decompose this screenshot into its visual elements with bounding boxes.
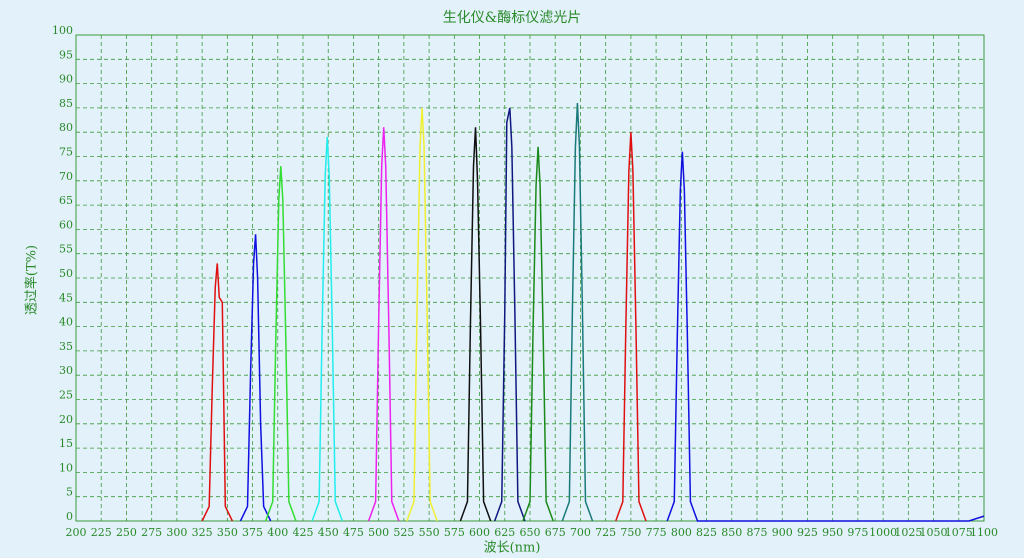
x-axis-label: 波长(nm) — [484, 541, 541, 556]
x-tick-label: 575 — [444, 526, 465, 539]
chart-title: 生化仪&酶标仪滤光片 — [443, 10, 581, 26]
x-tick-label: 950 — [822, 526, 843, 539]
x-tick-label: 475 — [343, 526, 364, 539]
x-tick-label: 300 — [166, 526, 187, 539]
y-tick-label: 85 — [59, 97, 73, 110]
x-tick-label: 1075 — [945, 526, 973, 539]
y-tick-label: 60 — [59, 218, 73, 231]
spectrum-line — [367, 127, 400, 522]
y-tick-label: 75 — [59, 146, 73, 159]
x-tick-label: 1000 — [869, 526, 897, 539]
x-tick-label: 250 — [116, 526, 137, 539]
x-tick-label: 425 — [293, 526, 314, 539]
x-tick-label: 600 — [469, 526, 490, 539]
y-tick-label: 15 — [59, 437, 73, 450]
x-tick-label: 1100 — [970, 526, 998, 539]
y-tick-label: 100 — [52, 24, 73, 37]
x-tick-label: 275 — [141, 526, 162, 539]
x-tick-label: 925 — [797, 526, 818, 539]
x-tick-label: 225 — [91, 526, 112, 539]
y-tick-label: 40 — [59, 316, 73, 329]
x-tick-label: 350 — [217, 526, 238, 539]
spectrum-line — [615, 132, 647, 522]
x-tick-label: 900 — [772, 526, 793, 539]
x-tick-label: 325 — [192, 526, 213, 539]
y-tick-label: 55 — [59, 243, 73, 256]
x-tick-label: 725 — [595, 526, 616, 539]
x-tick-label: 825 — [696, 526, 717, 539]
x-tick-label: 775 — [646, 526, 667, 539]
y-axis-label: 透过率(T%) — [24, 245, 40, 315]
y-tick-label: 45 — [59, 291, 73, 304]
y-tick-label: 35 — [59, 340, 73, 353]
y-tick-label: 95 — [59, 48, 73, 61]
y-tick-label: 25 — [59, 389, 73, 402]
x-tick-label: 1025 — [894, 526, 922, 539]
spectrum-line — [406, 107, 438, 522]
spectrum-line — [561, 103, 594, 522]
y-tick-label: 0 — [66, 510, 73, 523]
x-tick-label: 875 — [747, 526, 768, 539]
y-tick-label: 50 — [59, 267, 73, 280]
y-tick-label: 10 — [59, 461, 73, 474]
y-tick-label: 70 — [59, 170, 73, 183]
y-tick-label: 30 — [59, 364, 73, 377]
spectrum-line — [666, 151, 985, 522]
spectrum-line — [264, 166, 297, 522]
y-tick-label: 20 — [59, 413, 73, 426]
spectrum-line — [522, 146, 554, 522]
x-tick-label: 375 — [242, 526, 263, 539]
spectrum-line — [201, 263, 234, 522]
x-tick-label: 850 — [721, 526, 742, 539]
x-tick-label: 525 — [393, 526, 414, 539]
x-tick-label: 1050 — [920, 526, 948, 539]
x-tick-label: 650 — [520, 526, 541, 539]
x-tick-label: 750 — [620, 526, 641, 539]
x-tick-label: 975 — [847, 526, 868, 539]
y-tick-label: 90 — [59, 73, 73, 86]
spectrum-line — [239, 234, 272, 522]
y-tick-label: 5 — [66, 486, 73, 499]
x-tick-label: 500 — [368, 526, 389, 539]
y-tick-label: 65 — [59, 194, 73, 207]
x-tick-label: 800 — [671, 526, 692, 539]
x-tick-label: 450 — [318, 526, 339, 539]
x-tick-label: 400 — [267, 526, 288, 539]
spectrum-line — [311, 137, 344, 522]
x-tick-label: 700 — [570, 526, 591, 539]
x-tick-label: 675 — [545, 526, 566, 539]
y-tick-label: 80 — [59, 121, 73, 134]
spectrum-line — [493, 107, 526, 522]
spectrum-line — [459, 127, 492, 522]
x-tick-label: 200 — [66, 526, 87, 539]
x-tick-label: 550 — [419, 526, 440, 539]
x-tick-label: 625 — [494, 526, 515, 539]
